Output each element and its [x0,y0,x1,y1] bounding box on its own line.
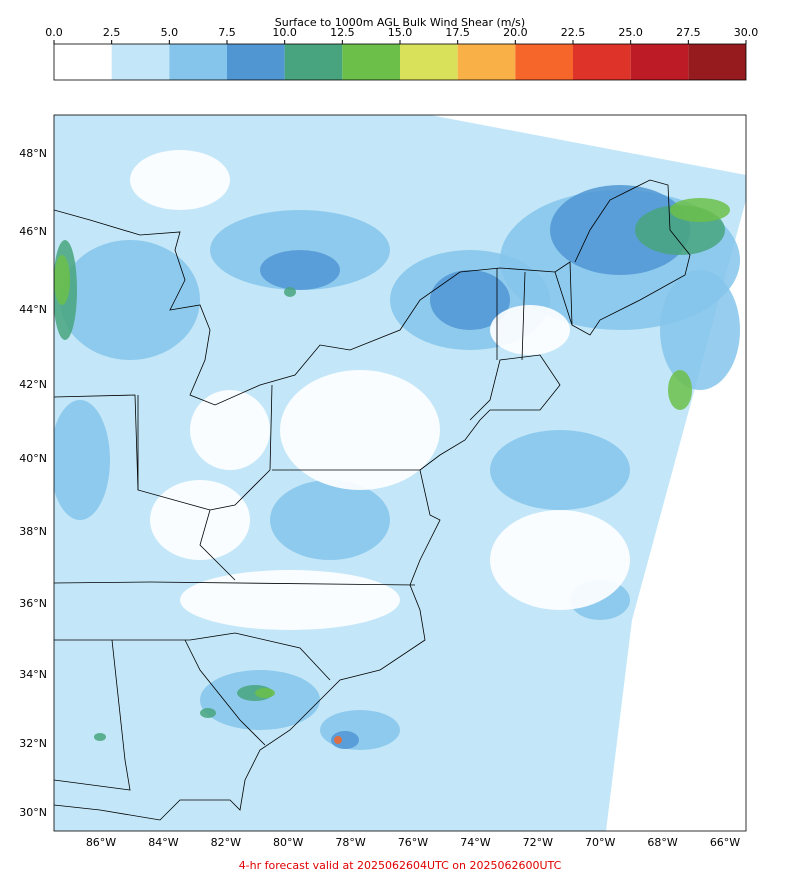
calm-area [150,480,250,560]
shear-area [284,287,296,297]
shear-area [260,250,340,290]
lon-label: 86°W [86,836,116,849]
shear-area [490,430,630,510]
map-frame [53,114,747,832]
shear-area [660,270,740,390]
colorbar-tick-label: 2.5 [103,26,121,39]
colorbar-bin [515,44,573,80]
calm-area [280,370,440,490]
lon-label: 72°W [523,836,553,849]
shear-area [320,710,400,750]
colorbar-tick-label: 5.0 [161,26,179,39]
shear-area [54,400,110,520]
colorbar-tick-label: 10.0 [272,26,297,39]
lat-label: 46°N [19,225,47,238]
colorbar-tick-label: 7.5 [218,26,236,39]
calm-area [130,150,230,210]
calm-area [190,390,270,470]
colorbar-title: Surface to 1000m AGL Bulk Wind Shear (m/… [275,16,525,29]
colorbar-tick-label: 20.0 [503,26,528,39]
shear-area [255,688,275,698]
lat-label: 48°N [19,147,47,160]
lon-label: 80°W [273,836,303,849]
colorbar-tick-label: 27.5 [676,26,701,39]
calm-area [490,305,570,355]
map [54,115,746,831]
lon-label: 68°W [647,836,677,849]
colorbar-tick-label: 25.0 [618,26,643,39]
colorbar-bin [630,44,689,80]
lon-label: 70°W [585,836,615,849]
lat-label: 40°N [19,452,47,465]
lon-label: 66°W [710,836,740,849]
colorbar-bin [342,44,400,80]
lat-label: 38°N [19,525,47,538]
colorbar-bin [400,44,458,80]
shear-area [94,733,106,741]
colorbar-bin [111,44,170,80]
shear-area [270,480,390,560]
colorbar-bin [457,44,516,80]
colorbar-tick-label: 17.5 [445,26,470,39]
colorbar-tick-label: 0.0 [45,26,63,39]
shear-area [331,731,359,749]
lon-label: 76°W [398,836,428,849]
colorbar-bin [688,44,746,80]
shear-area [54,255,70,305]
footer: 4-hr forecast valid at 2025062604UTC on … [239,859,562,872]
colorbar-bin [54,44,112,80]
calm-area [180,570,400,630]
colorbar-bin [573,44,631,80]
lat-label: 32°N [19,737,47,750]
calm-area [490,510,630,610]
lat-label: 44°N [19,303,47,316]
colorbar-tick-label: 12.5 [330,26,355,39]
shear-area [430,270,510,330]
lat-label: 30°N [19,806,47,819]
colorbar: 0.0 2.5 5.0 7.5 10.0 12.5 15.0 17.5 20.0 22.5 25.0… [45,26,759,81]
colorbar-bin [284,44,343,80]
shear-area [60,240,200,360]
colorbar-tick-label: 30.0 [734,26,759,39]
boundaries [54,179,691,821]
shear-area [668,370,692,410]
lon-label: 78°W [335,836,365,849]
colorbar-tick-label: 22.5 [561,26,586,39]
lon-label: 74°W [460,836,490,849]
shear-area [200,708,216,718]
lat-label: 42°N [19,378,47,391]
lon-label: 82°W [211,836,241,849]
lat-label: 34°N [19,668,47,681]
shear-area [550,185,690,275]
colorbar-tick-label: 15.0 [388,26,413,39]
shear-area [334,736,342,744]
colorbar-bin [227,44,285,80]
lat-label: 36°N [19,597,47,610]
shear-area [670,198,730,222]
colorbar-bin [169,44,227,80]
lon-label: 84°W [148,836,178,849]
